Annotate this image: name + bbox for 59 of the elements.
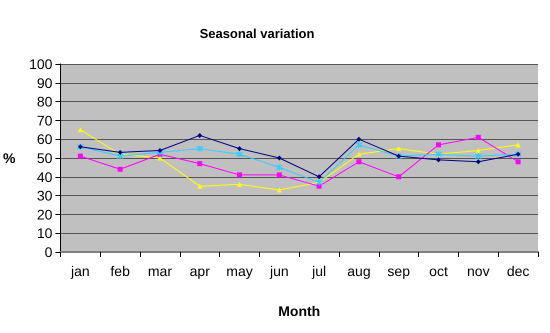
y-tick-label: 40	[36, 168, 53, 185]
y-tick-label: 0	[44, 244, 53, 260]
x-tick-label: aug	[347, 263, 371, 279]
point	[476, 159, 481, 164]
y-tick-label: 60	[36, 131, 53, 148]
x-tick-label: nov	[467, 263, 490, 279]
point	[237, 172, 242, 178]
y-tick-label: 80	[36, 94, 53, 110]
point	[116, 152, 124, 160]
point	[276, 172, 282, 178]
y-tick-label: 90	[36, 74, 53, 91]
chart-title: Seasonal variation	[200, 26, 314, 41]
point	[476, 134, 481, 140]
x-axis-title: Month	[278, 303, 320, 319]
x-tick-label: sep	[387, 263, 410, 279]
x-tick-label: may	[226, 263, 253, 279]
point	[237, 146, 242, 152]
x-tick-label: oct	[429, 263, 448, 279]
point	[516, 159, 521, 164]
point	[355, 141, 363, 148]
point	[396, 174, 402, 180]
point	[157, 148, 162, 153]
point	[237, 182, 242, 187]
x-tick-label: feb	[110, 263, 130, 279]
point	[276, 187, 282, 192]
x-tick-label: jan	[70, 263, 90, 279]
point	[197, 132, 202, 138]
point	[196, 144, 204, 152]
x-tick-label: apr	[190, 263, 210, 279]
point	[236, 150, 244, 158]
point	[356, 159, 362, 164]
y-tick-label: 100	[29, 56, 53, 72]
y-tick-label: 30	[36, 188, 53, 204]
point	[118, 166, 123, 172]
point	[476, 148, 481, 153]
point	[316, 174, 322, 180]
point	[276, 156, 282, 160]
point	[156, 148, 164, 156]
point	[356, 152, 362, 157]
x-tick-label: dec	[506, 263, 530, 279]
point	[436, 142, 442, 148]
point	[436, 157, 442, 162]
x-tick-label: jun	[268, 263, 289, 279]
point	[197, 184, 202, 189]
point	[276, 164, 283, 172]
point	[516, 142, 521, 148]
y-tick-label: 50	[36, 150, 53, 166]
y-tick-label: 70	[36, 112, 53, 128]
y-axis-title: %	[2, 150, 16, 166]
point	[474, 152, 482, 160]
point	[78, 154, 83, 159]
point	[396, 146, 402, 152]
point	[78, 127, 83, 132]
y-tick-label: 20	[36, 206, 53, 222]
y-tick-label: 10	[36, 225, 53, 242]
point	[356, 136, 362, 142]
x-tick-label: jul	[311, 263, 326, 279]
x-tick-label: mar	[148, 263, 172, 279]
point	[197, 161, 202, 166]
